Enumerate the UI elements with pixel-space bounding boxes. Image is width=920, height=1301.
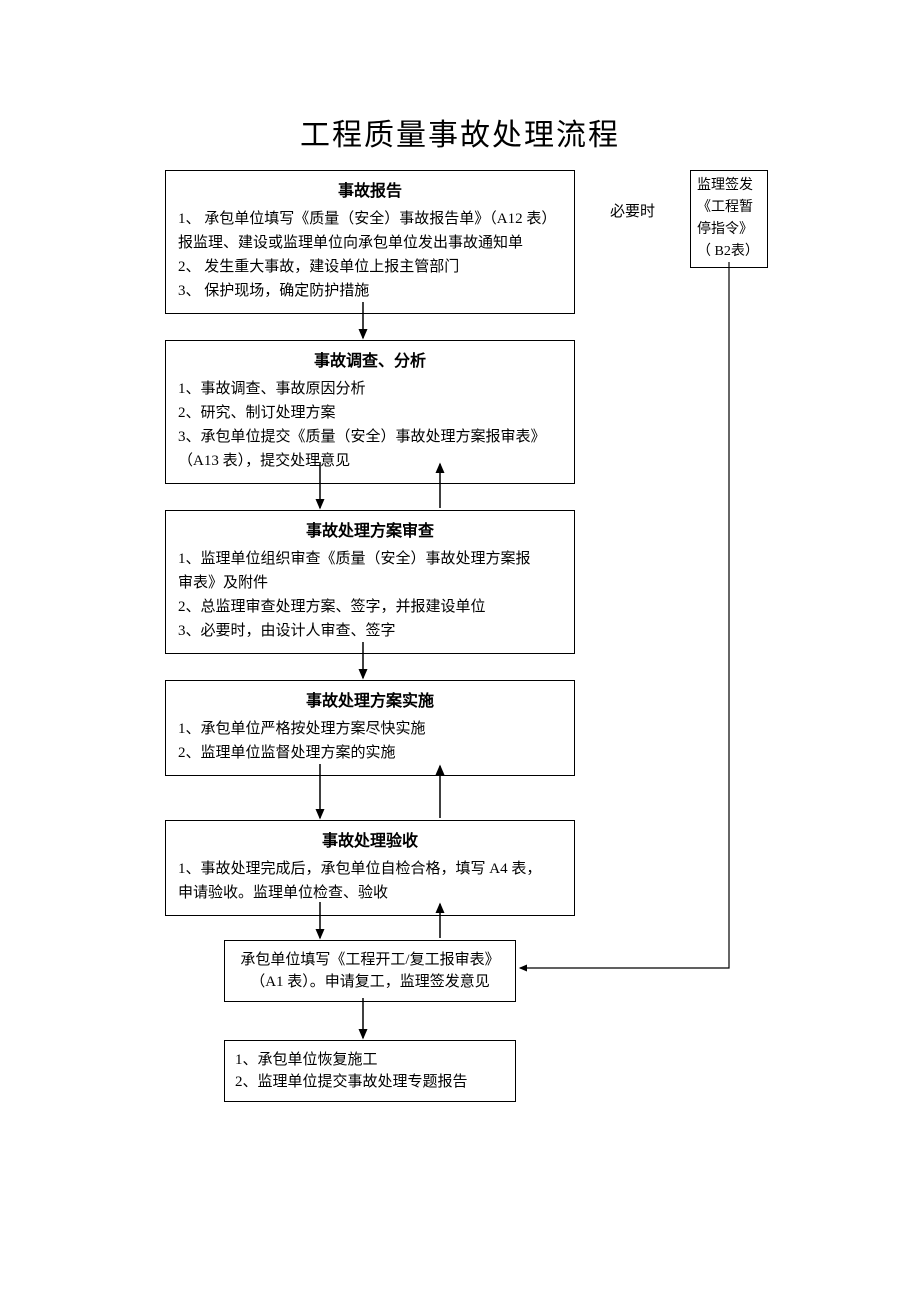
side-box-suspend-order: 监理签发 《工程暂 停指令》 （ B2表） xyxy=(690,170,768,268)
node-line: 2、监理单位提交事故处理专题报告 xyxy=(235,1071,505,1093)
node-line: 2、总监理审查处理方案、签字，并报建设单位 xyxy=(178,595,562,619)
node-line: 1、 承包单位填写《质量（安全）事故报告单》（A12 表） xyxy=(178,207,562,231)
node-title: 事故调查、分析 xyxy=(166,341,574,375)
node-title: 事故处理方案实施 xyxy=(166,681,574,715)
node-plan-review: 事故处理方案审查 1、监理单位组织审查《质量（安全）事故处理方案报 审表》及附件… xyxy=(165,510,575,654)
side-box-line: （ B2表） xyxy=(697,241,761,263)
node-line: 承包单位填写《工程开工/复工报审表》 xyxy=(235,949,505,971)
side-box-line: 《工程暂 xyxy=(697,197,761,219)
node-plan-implement: 事故处理方案实施 1、承包单位严格按处理方案尽快实施 2、监理单位监督处理方案的… xyxy=(165,680,575,776)
node-acceptance: 事故处理验收 1、事故处理完成后，承包单位自检合格，填写 A4 表， 申请验收。… xyxy=(165,820,575,916)
side-box-line: 监理签发 xyxy=(697,175,761,197)
node-line: 申请验收。监理单位检查、验收 xyxy=(178,881,562,905)
node-title: 事故处理方案审查 xyxy=(166,511,574,545)
node-line: 3、 保护现场，确定防护措施 xyxy=(178,279,562,303)
page-title: 工程质量事故处理流程 xyxy=(0,0,920,154)
node-line: 1、承包单位恢复施工 xyxy=(235,1049,505,1071)
node-title: 事故报告 xyxy=(166,171,574,205)
node-accident-report: 事故报告 1、 承包单位填写《质量（安全）事故报告单》（A12 表） 报监理、建… xyxy=(165,170,575,314)
node-line: 1、监理单位组织审查《质量（安全）事故处理方案报 xyxy=(178,547,562,571)
node-line: 2、研究、制订处理方案 xyxy=(178,401,562,425)
node-line: 3、必要时，由设计人审查、签字 xyxy=(178,619,562,643)
node-resume-work: 1、承包单位恢复施工 2、监理单位提交事故处理专题报告 xyxy=(224,1040,516,1102)
node-line: 1、事故处理完成后，承包单位自检合格，填写 A4 表， xyxy=(178,857,562,881)
node-investigation: 事故调查、分析 1、事故调查、事故原因分析 2、研究、制订处理方案 3、承包单位… xyxy=(165,340,575,484)
node-line: 1、承包单位严格按处理方案尽快实施 xyxy=(178,717,562,741)
flowchart-page: 工程质量事故处理流程 必要时 监理签发 《工程暂 停指令》 （ B2表） 事故报… xyxy=(0,0,920,1301)
node-line: 3、承包单位提交《质量（安全）事故处理方案报审表》 xyxy=(178,425,562,449)
node-line: 2、 发生重大事故，建设单位上报主管部门 xyxy=(178,255,562,279)
node-line: 审表》及附件 xyxy=(178,571,562,595)
node-line: 2、监理单位监督处理方案的实施 xyxy=(178,741,562,765)
node-title: 事故处理验收 xyxy=(166,821,574,855)
node-line: 1、事故调查、事故原因分析 xyxy=(178,377,562,401)
node-line: 报监理、建设或监理单位向承包单位发出事故通知单 xyxy=(178,231,562,255)
side-box-line: 停指令》 xyxy=(697,219,761,241)
node-line: （A13 表），提交处理意见 xyxy=(178,449,562,473)
side-label-necessary: 必要时 xyxy=(610,200,655,221)
node-resume-application: 承包单位填写《工程开工/复工报审表》 （A1 表）。申请复工，监理签发意见 xyxy=(224,940,516,1002)
node-line: （A1 表）。申请复工，监理签发意见 xyxy=(235,971,505,993)
